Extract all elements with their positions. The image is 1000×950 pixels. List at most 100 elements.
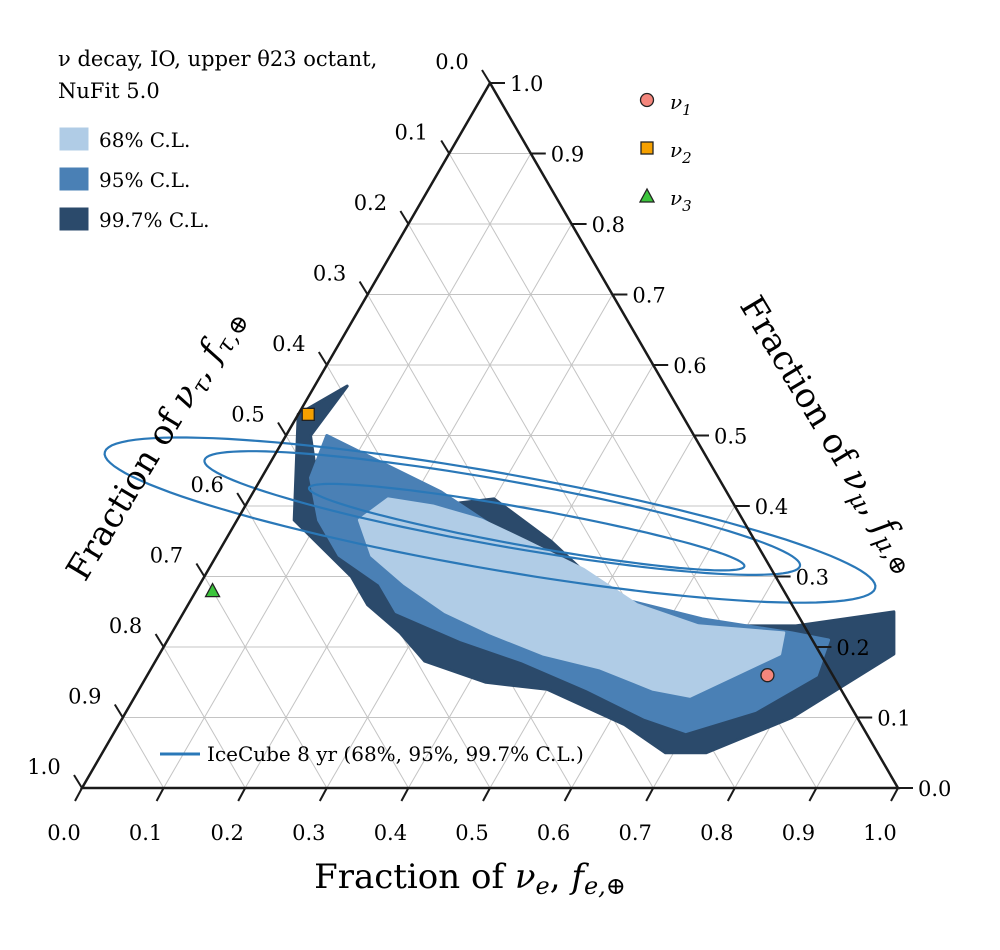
tick-label-fmu: 0.0: [918, 777, 951, 801]
legend-point-symbol: ν: [670, 138, 682, 162]
icecube-contours: [103, 436, 877, 604]
tick-label-fe: 0.2: [210, 821, 243, 845]
nu-point-circle: [639, 92, 655, 108]
tick-label-ftau: 0.0: [435, 50, 468, 74]
legend-point-label: ν3: [670, 186, 692, 215]
legend-point-subscript: 1: [682, 101, 692, 119]
tick-mark: [113, 703, 124, 719]
tick-mark: [155, 787, 165, 802]
nu-point-circle: [760, 668, 775, 683]
tick-label-fe: 1.0: [863, 821, 896, 845]
title-part: Fraction of: [314, 857, 515, 897]
title-part: ,: [550, 857, 572, 897]
tick-label-ftau: 0.3: [313, 262, 346, 286]
axis-title-fmu: Fraction of νμ, fμ,⊕: [729, 289, 928, 581]
tick-label-fe: 0.3: [292, 821, 325, 845]
tick-mark: [154, 633, 165, 648]
confidence-regions: [292, 384, 896, 755]
grid-line: [815, 717, 858, 789]
nu-point-triangle: [638, 187, 656, 203]
legend-icecube-label: IceCube 8 yr (68%, 95%, 99.7% C.L.): [207, 742, 584, 766]
tick-label-fmu: 0.7: [632, 284, 665, 308]
tick-label-fmu: 0.8: [592, 213, 625, 237]
tick-mark: [74, 787, 83, 802]
tick-label-fe: 0.4: [374, 821, 407, 845]
tick-label-ftau: 0.7: [150, 544, 183, 568]
tick-label-ftau: 0.6: [190, 473, 223, 497]
tick-label-fmu: 0.9: [551, 143, 584, 167]
legend: ν decay, IO, upper θ23 octant, NuFit 5.0 6…: [58, 47, 692, 766]
tick-mark: [808, 787, 818, 802]
legend-swatch-95: [59, 167, 89, 191]
tick-mark: [440, 139, 451, 155]
legend-point-label: ν2: [670, 138, 692, 167]
tick-label-ftau: 0.2: [354, 191, 387, 215]
tick-label-ftau: 0.5: [231, 403, 264, 427]
axis-ticks: 0.0 0.0 0.0 0.1 0.1 0.1 0.2 0.2 0.2 0.3 0.3 0.3 0.4 0…: [27, 50, 951, 845]
tick-label-fe: 0.9: [782, 821, 815, 845]
tick-label-ftau: 0.1: [394, 121, 427, 145]
icecube-contour-95: [203, 450, 802, 576]
header-line: ν decay, IO, upper θ23 octant,: [58, 47, 377, 71]
tick-label-fmu: 1.0: [510, 72, 543, 96]
tick-mark: [890, 787, 899, 802]
grid-line: [122, 717, 165, 789]
tick-mark: [318, 787, 328, 802]
tick-label-fe: 0.1: [129, 821, 162, 845]
title-part: ν: [515, 857, 536, 897]
tick-mark: [482, 787, 491, 802]
tick-label-fe: 0.8: [700, 821, 733, 845]
tick-label-ftau: 0.9: [68, 685, 101, 709]
tick-label-fmu: 0.2: [836, 636, 869, 660]
tick-mark: [481, 69, 491, 84]
tick-label-ftau: 0.8: [109, 614, 142, 638]
tick-label-fmu: 0.5: [714, 425, 747, 449]
title-part: Fraction of: [731, 289, 869, 482]
tick-mark: [563, 787, 573, 802]
tick-label-fe: 0.6: [537, 821, 570, 845]
tick-label-ftau: 0.4: [272, 332, 305, 356]
legend-label-95: 95% C.L.: [99, 168, 190, 192]
tick-mark: [277, 421, 287, 437]
tick-mark: [236, 492, 247, 507]
mass-eigenstate-points: [204, 407, 775, 683]
title-part: e,⊕: [584, 872, 626, 900]
tick-label-ftau: 1.0: [27, 755, 60, 779]
nu-point-square: [301, 407, 315, 422]
tick-label-fmu: 0.3: [796, 566, 829, 590]
tick-mark: [726, 787, 736, 802]
legend-point-label: ν1: [670, 90, 692, 119]
grid-line: [244, 505, 409, 789]
legend-swatch-997: [59, 207, 89, 231]
header-line: NuFit 5.0: [58, 79, 160, 103]
grid-line: [163, 646, 246, 789]
axis-title-fe: Fraction of νe, fe,⊕: [314, 857, 626, 900]
icecube-contour-997: [103, 436, 877, 604]
legend-point-subscript: 2: [681, 149, 692, 167]
tick-mark: [645, 787, 655, 802]
title-part: e: [536, 872, 550, 900]
tick-mark: [400, 787, 410, 802]
legend-label-68: 68% C.L.: [99, 128, 190, 152]
tick-mark: [317, 351, 328, 366]
tick-label-fmu: 0.6: [673, 354, 706, 378]
icecube-contour-68: [307, 482, 746, 572]
legend-point-symbol: ν: [670, 90, 682, 114]
tick-mark: [399, 210, 410, 225]
tick-mark: [73, 774, 83, 789]
tick-label-fe: 0.0: [47, 821, 80, 845]
legend-swatch-68: [59, 127, 89, 151]
tick-label-fmu: 0.1: [877, 707, 910, 731]
legend-point-symbol: ν: [670, 186, 682, 210]
tick-mark: [237, 787, 247, 802]
legend-point-subscript: 3: [682, 197, 692, 215]
nu-point-triangle: [204, 582, 221, 598]
grid-line: [203, 576, 328, 789]
legend-label-997: 99.7% C.L.: [99, 208, 209, 232]
tick-label-fe: 0.5: [455, 821, 488, 845]
tick-mark: [358, 280, 369, 296]
tick-label-fe: 0.7: [618, 821, 651, 845]
nu-point-square: [640, 141, 654, 155]
tick-mark: [195, 562, 206, 578]
